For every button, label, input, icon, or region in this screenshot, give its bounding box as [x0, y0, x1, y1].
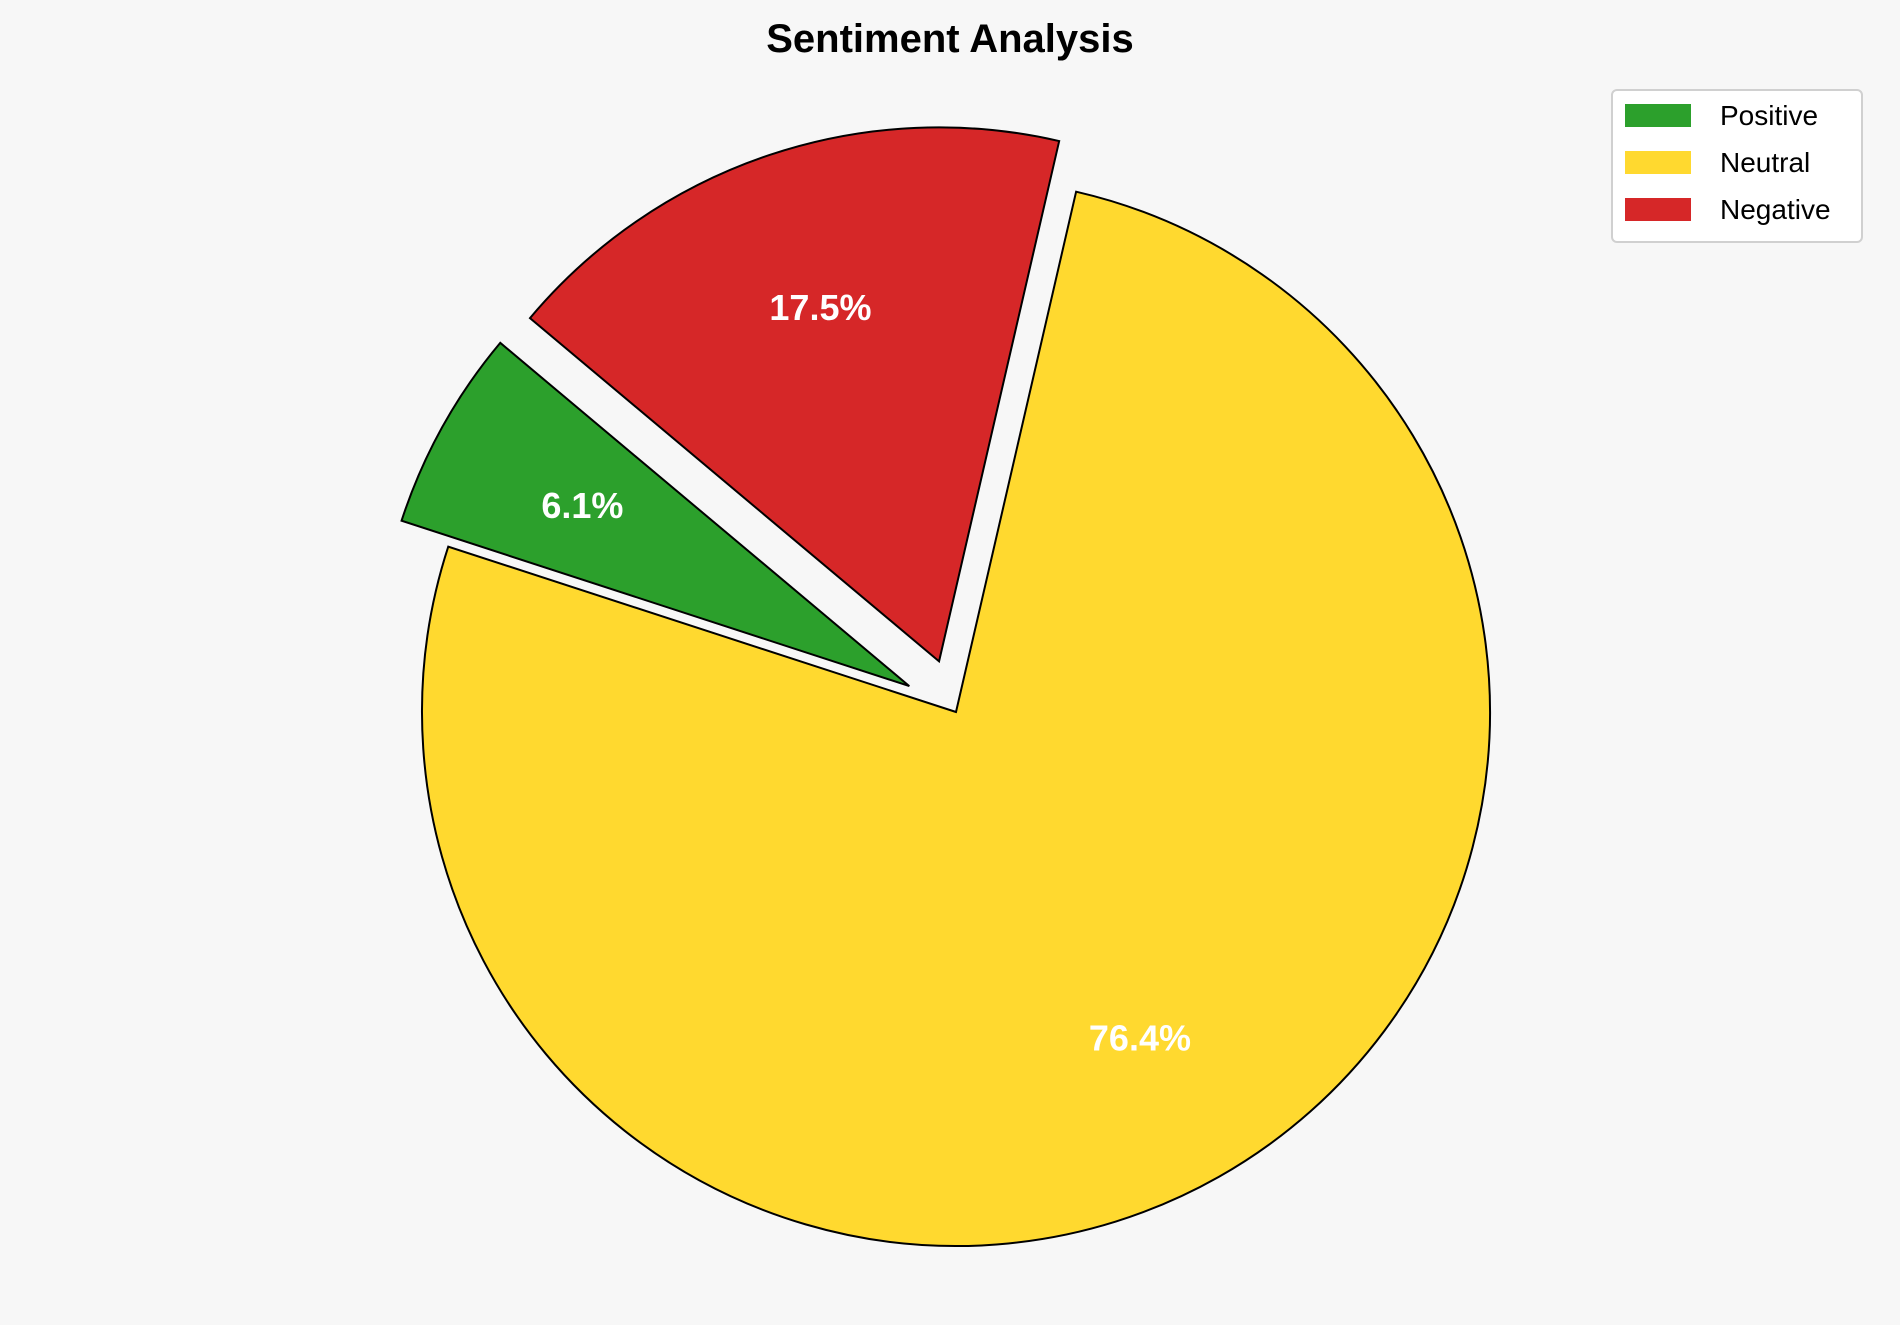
pie-slices [400, 126, 1491, 1247]
legend-swatch-negative [1625, 198, 1691, 221]
legend-label-positive: Positive [1720, 100, 1818, 131]
slice-label-positive: 6.1% [541, 485, 623, 526]
slice-labels: 6.1% 76.4% 17.5% [541, 287, 1191, 1059]
chart-title: Sentiment Analysis [766, 17, 1134, 61]
legend-swatch-positive [1625, 104, 1691, 127]
slice-label-negative: 17.5% [769, 287, 871, 328]
pie-slice-neutral [421, 190, 1491, 1247]
legend: Positive Neutral Negative [1611, 89, 1863, 243]
legend-swatch-neutral [1625, 151, 1691, 174]
slice-label-neutral: 76.4% [1089, 1017, 1191, 1058]
legend-label-neutral: Neutral [1720, 147, 1810, 178]
pie-slice-positive [400, 341, 910, 688]
legend-label-negative: Negative [1720, 194, 1831, 225]
pie-slice-negative [528, 126, 1061, 664]
